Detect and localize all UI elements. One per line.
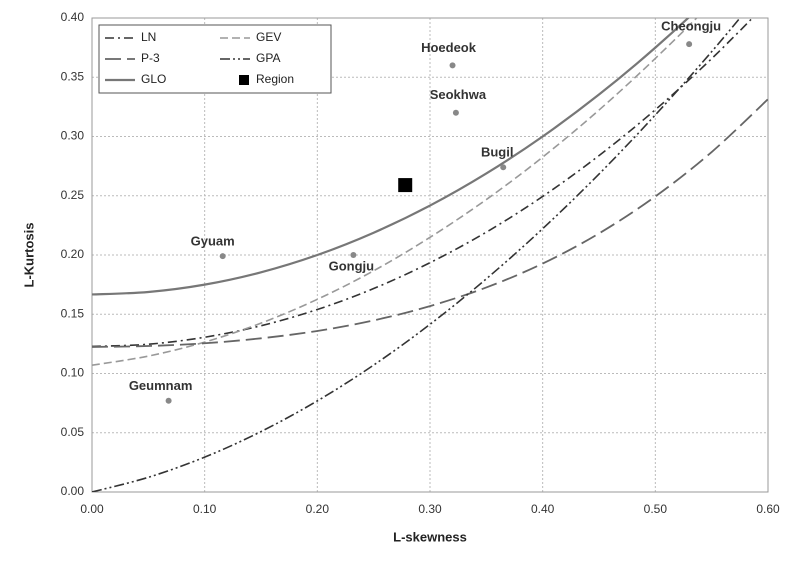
plot-frame [91,17,769,493]
legend-label: GPA [256,51,280,65]
y-tick-label: 0.30 [61,129,85,143]
x-tick-label: 0.10 [193,502,217,516]
region-point [398,178,413,193]
y-tick-label: 0.25 [61,188,85,202]
legend-label: GEV [256,30,281,44]
station-label: Cheongju [661,19,721,34]
x-tick-label: 0.50 [644,502,668,516]
station-label: Gongju [329,258,375,273]
station-point [686,41,693,48]
legend-swatch [239,75,249,85]
legend-label: P-3 [141,51,160,65]
station-point [350,252,357,258]
curve [92,18,754,348]
x-tick-label: 0.60 [756,502,780,516]
station-label: Geumnam [129,378,193,393]
station-label: Gyuam [191,234,235,249]
station-label: Seokhwa [430,87,487,102]
y-tick-label: 0.00 [61,484,85,498]
legend-label: GLO [141,72,166,86]
legend-label: LN [141,30,156,44]
y-tick-label: 0.10 [61,366,85,380]
y-tick-label: 0.40 [61,10,85,24]
y-tick-label: 0.05 [61,425,85,439]
station-label: Hoedeok [421,40,477,55]
curve [92,18,690,296]
x-tick-label: 0.30 [418,502,442,516]
station-point [452,109,459,116]
legend-label: Region [256,72,294,86]
points: Hoedeok Seokhwa Bugil Cheongju Gyuam Gongju Ge… [129,19,721,404]
curves [92,18,768,492]
legend-box [98,24,332,94]
x-tick-label: 0.00 [80,502,104,516]
y-tick-label: 0.15 [61,306,85,320]
y-tick-label: 0.35 [61,69,85,83]
curve [92,98,768,348]
x-axis-title: L-skewness [393,529,467,544]
y-axis-title: L-Kurtosis [21,223,36,288]
curve [92,18,742,492]
station-point [500,164,507,171]
y-tick-label: 0.20 [61,247,85,261]
station-point [449,62,456,69]
station-point [165,397,172,404]
station-point [219,253,226,260]
curve [92,18,698,366]
station-label: Bugil [481,145,514,160]
x-tick-label: 0.20 [306,502,330,516]
legend: LN GEV P-3 GPA GLO Region [98,24,332,94]
x-tick-label: 0.40 [531,502,555,516]
